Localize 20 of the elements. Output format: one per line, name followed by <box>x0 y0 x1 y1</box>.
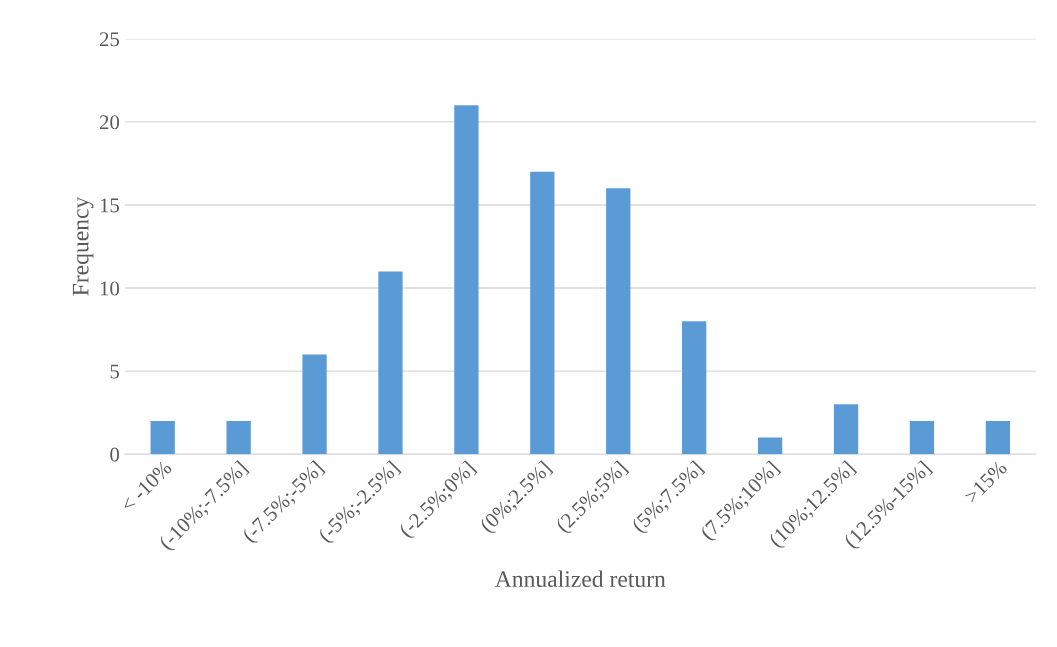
y-tick-label: 25 <box>99 32 120 47</box>
bar <box>150 420 175 455</box>
y-tick-label: 20 <box>99 115 120 130</box>
bar <box>833 404 859 455</box>
y-tick-label: 5 <box>110 364 120 379</box>
y-axis-title: Frequency <box>72 196 94 296</box>
bar <box>530 171 555 455</box>
x-axis-title: Annualized return <box>494 570 666 588</box>
bar <box>909 420 935 455</box>
y-tick-label: 15 <box>100 198 120 213</box>
bar <box>682 321 707 455</box>
bar <box>757 437 783 455</box>
y-tick-label: 0 <box>110 447 120 462</box>
bar <box>226 420 251 455</box>
y-tick-label: 10 <box>100 281 120 296</box>
bar <box>606 188 631 455</box>
bar <box>378 271 403 455</box>
bar <box>454 105 479 455</box>
bar <box>985 420 1011 455</box>
bar <box>302 354 327 455</box>
